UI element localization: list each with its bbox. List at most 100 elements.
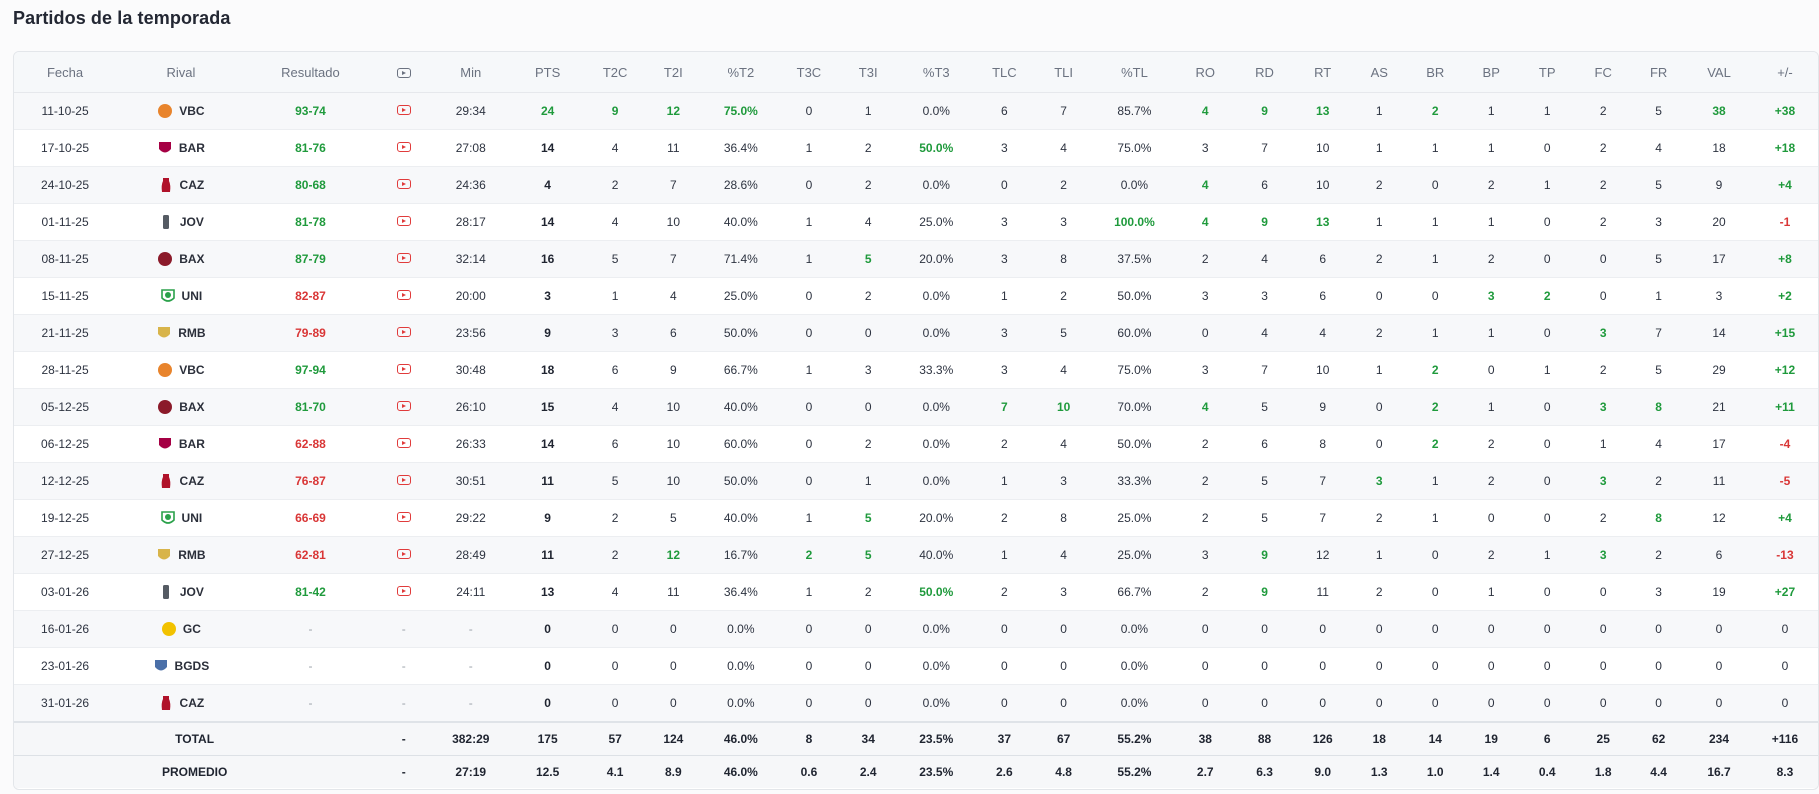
table-row[interactable]: 03-01-26 JOV 81-42 24:11 13 4 11 36.4% 1 2 50.0% 2 3… [14,573,1818,611]
col-header-3[interactable] [375,52,433,93]
table-row[interactable]: 27-12-25 RMB 62-81 28:49 11 2 12 16.7% 2 5 40.0% 1 4… [14,536,1818,574]
col-header-20[interactable]: BP [1463,52,1520,93]
col-header-6[interactable]: T2C [586,52,645,93]
rival-cell[interactable]: JOV [116,203,246,241]
video-cell[interactable] [375,425,433,463]
col-header-2[interactable]: Resultado [245,52,376,93]
rt-cell: 0 [1294,647,1352,685]
col-header-22[interactable]: FC [1575,52,1632,93]
table-row[interactable]: 16-01-26 GC - - -0 0 0 0.0% 0 0 0.0% 0 0 0.0% 0 0 0 0 0 0 0 0… [14,610,1818,648]
table-row[interactable]: 15-11-25 UNI 82-87 20:00 3 1 4 25.0% 0 2 0.0% 1 2 50.… [14,277,1818,315]
table-row[interactable]: 12-12-25 CAZ 76-87 30:51 11 5 10 50.0% 0 1 0.0% 1 3 3… [14,462,1818,500]
video-icon[interactable] [396,216,411,226]
footer-label: PROMEDIO [14,755,376,788]
col-header-10[interactable]: T3I [838,52,898,93]
plus-minus-cell: -13 [1751,536,1818,574]
video-cell[interactable] [375,462,433,500]
rival-cell[interactable]: CAZ [116,166,246,204]
rival-cell[interactable]: BGDS [116,647,246,685]
video-icon[interactable] [396,179,411,189]
video-cell[interactable] [375,573,433,611]
video-cell[interactable] [375,277,433,315]
video-cell[interactable] [375,203,433,241]
col-header-12[interactable]: TLC [974,52,1034,93]
rival-cell[interactable]: UNI [116,277,246,315]
rival-cell[interactable]: GC [116,610,246,648]
table-row[interactable]: 11-10-25 VBC 93-74 29:34 24 9 12 75.0% 0 1 0.0% 6 7 8… [14,92,1818,130]
video-icon[interactable] [396,438,411,448]
col-header-25[interactable]: +/- [1751,52,1818,93]
video-icon[interactable] [396,290,411,300]
table-row[interactable]: 01-11-25 JOV 81-78 28:17 14 4 10 40.0% 1 4 25.0% 3 3… [14,203,1818,241]
col-header-4[interactable]: Min [432,52,510,93]
video-cell[interactable] [375,499,433,537]
table-row[interactable]: 05-12-25 BAX 81-70 26:10 15 4 10 40.0% 0 0 0.0% 7 10… [14,388,1818,426]
table-row[interactable]: 19-12-25 UNI 66-69 29:22 9 2 5 40.0% 1 5 20.0% 2 8 25… [14,499,1818,537]
col-header-24[interactable]: VAL [1686,52,1752,93]
col-header-8[interactable]: %T2 [702,52,780,93]
rival-cell[interactable]: JOV [116,573,246,611]
video-icon[interactable] [396,364,411,374]
col-header-21[interactable]: TP [1519,52,1576,93]
video-icon[interactable] [396,586,411,596]
rival-cell[interactable]: VBC [116,92,246,130]
video-icon[interactable] [396,253,411,263]
rival-cell[interactable]: BAX [116,388,246,426]
rival-cell[interactable]: RMB [116,314,246,352]
tlc-cell: 1 [974,462,1034,500]
col-header-1[interactable]: Rival [116,52,246,93]
col-header-5[interactable]: PTS [509,52,587,93]
col-header-0[interactable]: Fecha [14,52,117,93]
pct-t2-cell: 0.0% [702,610,780,648]
bp-cell: 1 [1463,573,1520,611]
table-row[interactable]: 08-11-25 BAX 87-79 32:14 16 5 7 71.4% 1 5 20.0% 3 8 3… [14,240,1818,278]
video-cell[interactable] [375,240,433,278]
video-cell[interactable] [375,166,433,204]
video-icon[interactable] [396,142,411,152]
video-cell[interactable] [375,388,433,426]
rival-cell[interactable]: BAR [116,425,246,463]
col-header-9[interactable]: T3C [779,52,839,93]
video-icon[interactable] [396,105,411,115]
table-row[interactable]: 28-11-25 VBC 97-94 30:48 18 6 9 66.7% 1 3 33.3% 3 4 7… [14,351,1818,389]
col-header-7[interactable]: T2I [644,52,703,93]
rival-cell[interactable]: CAZ [116,462,246,500]
col-header-15[interactable]: RO [1175,52,1235,93]
table-row[interactable]: 06-12-25 BAR 62-88 26:33 14 6 10 60.0% 0 2 0.0% 2 4 5… [14,425,1818,463]
video-cell[interactable] [375,351,433,389]
pts-cell: 24 [509,92,587,130]
pct-t3-cell: 0.0% [897,425,975,463]
video-cell[interactable] [375,314,433,352]
t3i-cell: 0 [838,314,898,352]
table-row[interactable]: 17-10-25 BAR 81-76 27:08 14 4 11 36.4% 1 2 50.0% 3 4… [14,129,1818,167]
col-header-13[interactable]: TLI [1033,52,1094,93]
pct-tl-cell: 100.0% [1093,203,1176,241]
video-icon[interactable] [396,401,411,411]
col-header-18[interactable]: AS [1351,52,1408,93]
video-cell[interactable] [375,92,433,130]
rival-cell[interactable]: BAR [116,129,246,167]
video-icon[interactable] [396,475,411,485]
table-row[interactable]: 24-10-25 CAZ 80-68 24:36 4 2 7 28.6% 0 2 0.0% 0 2 0.0… [14,166,1818,204]
rival-cell[interactable]: VBC [116,351,246,389]
table-row[interactable]: 31-01-26 CAZ - - -0 0 0 0.0% 0 0 0.0% 0 0 0.0% 0 0 0 0 0 0 0… [14,684,1818,723]
video-cell[interactable] [375,129,433,167]
rival-cell[interactable]: BAX [116,240,246,278]
zaragoza-logo [161,696,170,710]
video-icon[interactable] [396,327,411,337]
rival-cell[interactable]: RMB [116,536,246,574]
result-cell: 81-78 [245,203,376,241]
col-header-19[interactable]: BR [1407,52,1464,93]
rival-cell[interactable]: UNI [116,499,246,537]
video-icon[interactable] [396,549,411,559]
col-header-11[interactable]: %T3 [897,52,975,93]
rival-cell[interactable]: CAZ [116,684,246,723]
video-icon[interactable] [396,512,411,522]
table-row[interactable]: 21-11-25 RMB 79-89 23:56 9 3 6 50.0% 0 0 0.0% 3 5 60.… [14,314,1818,352]
col-header-23[interactable]: FR [1631,52,1687,93]
video-cell[interactable] [375,536,433,574]
col-header-14[interactable]: %TL [1093,52,1176,93]
col-header-16[interactable]: RD [1234,52,1295,93]
table-row[interactable]: 23-01-26 BGDS - - -0 0 0 0.0% 0 0 0.0% 0 0 0.0% 0 0 0 0 0 0… [14,647,1818,685]
col-header-17[interactable]: RT [1294,52,1352,93]
